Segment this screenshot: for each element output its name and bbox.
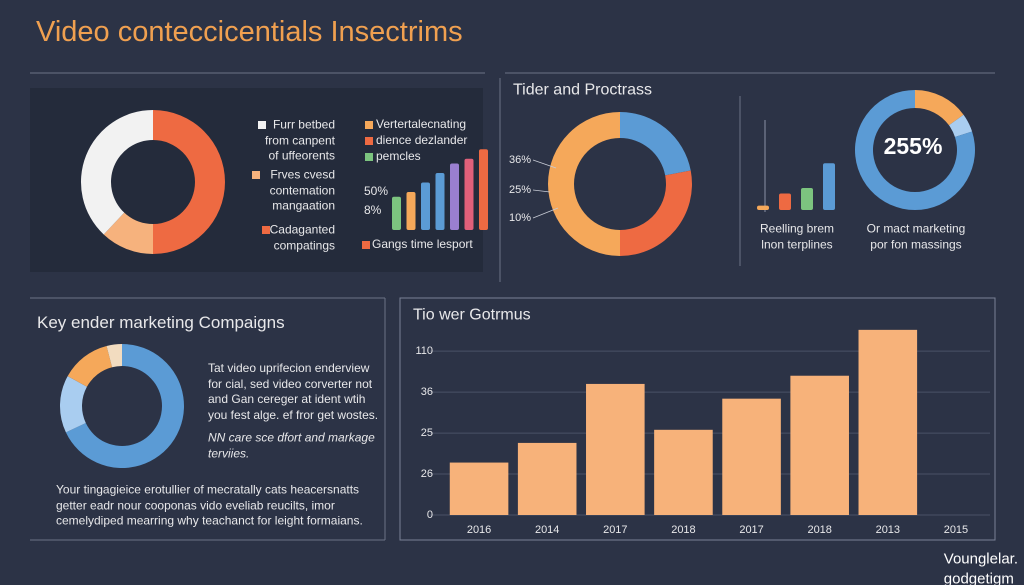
- legend-label: Cadaganted compatings: [269, 222, 335, 252]
- legend-swatch: [365, 121, 373, 129]
- donut-segment: [948, 114, 973, 138]
- legend-label: Frves cvesd contemation mangaation: [269, 167, 335, 213]
- y-tick-label: 26: [420, 467, 433, 480]
- donut-segment: [80, 110, 153, 235]
- donut-segment: [915, 90, 964, 126]
- bar: [449, 462, 509, 515]
- page-title: Video conteccicentials Insectrims: [36, 16, 463, 49]
- bar: [801, 188, 813, 210]
- annotation: 8%: [364, 203, 382, 218]
- annotation: 25%: [509, 183, 532, 196]
- donut-segment: [620, 112, 691, 176]
- bar: [421, 182, 430, 230]
- legend-label: Furr betbed from canpent of uffeorents: [264, 117, 335, 163]
- note-text: Your tingagieice erotullier of mecratall…: [56, 482, 363, 528]
- legend-label: Vertertalecnating: [376, 117, 467, 132]
- legend-swatch: [252, 171, 260, 179]
- bar: [586, 383, 645, 515]
- panel: [399, 297, 996, 541]
- center-label: 255%: [883, 133, 943, 160]
- y-tick-label: 0: [426, 508, 433, 521]
- bar: [823, 163, 835, 210]
- legend-label: dience dezlander: [376, 133, 468, 148]
- leader-line: [532, 159, 557, 169]
- bar: [722, 398, 781, 515]
- footer: Vounglelar. godgetigm: [943, 550, 1018, 585]
- legend-label: pemcles: [376, 149, 421, 164]
- legend-swatch: [365, 153, 373, 161]
- note-text: NN care sce dfort and markage terviies.: [208, 430, 375, 460]
- donut-segment: [153, 110, 225, 254]
- bar: [392, 196, 401, 230]
- donut-segment: [67, 345, 113, 387]
- chart-title: Tider and Proctrass: [513, 81, 653, 99]
- note-text: Tat video uprifecion enderview for cial,…: [208, 360, 379, 422]
- leader-line: [532, 189, 551, 193]
- y-tick-label: 36: [420, 385, 433, 398]
- annotation: Gangs time lesport: [372, 237, 473, 252]
- donut-segment: [65, 344, 184, 468]
- chart-title: Key ender marketing Compaigns: [37, 312, 285, 332]
- x-tick-label: 2014: [534, 523, 560, 536]
- x-tick-label: 2015: [943, 523, 969, 536]
- bar: [757, 205, 769, 210]
- caption: Or mact marketing por fon massings: [866, 221, 966, 251]
- y-tick-label: 110: [415, 344, 433, 357]
- bar: [790, 375, 849, 515]
- bar: [464, 158, 474, 230]
- caption: Reelling brem lnon terplines: [759, 221, 835, 251]
- legend-swatch: [262, 226, 270, 234]
- x-tick-label: 2018: [671, 523, 696, 536]
- bar: [450, 163, 459, 230]
- annotation: 36%: [509, 153, 532, 166]
- x-tick-label: 2018: [807, 523, 832, 536]
- donut-segment: [103, 212, 153, 255]
- donut-segment: [620, 170, 692, 256]
- annotation: 50%: [364, 184, 389, 199]
- legend-swatch: [362, 241, 370, 249]
- chart-title: Tio wer Gotrmus: [413, 306, 531, 324]
- donut-segment: [106, 344, 122, 368]
- donut-segment: [59, 376, 87, 433]
- bar: [858, 329, 918, 515]
- x-tick-label: 2016: [466, 523, 492, 536]
- annotation: 10%: [509, 211, 532, 224]
- bar: [435, 173, 445, 230]
- donut-segment: [854, 89, 975, 210]
- leader-line: [532, 207, 559, 219]
- bar: [479, 149, 488, 230]
- x-tick-label: 2013: [875, 523, 901, 536]
- legend-swatch: [365, 137, 373, 145]
- bar: [779, 193, 791, 210]
- x-tick-label: 2017: [739, 523, 764, 536]
- bar: [517, 442, 577, 515]
- bar: [654, 429, 713, 515]
- donut-segment: [548, 112, 620, 256]
- y-tick-label: 25: [420, 426, 433, 439]
- legend-swatch: [258, 121, 266, 129]
- x-tick-label: 2017: [603, 523, 628, 536]
- bar: [406, 192, 416, 230]
